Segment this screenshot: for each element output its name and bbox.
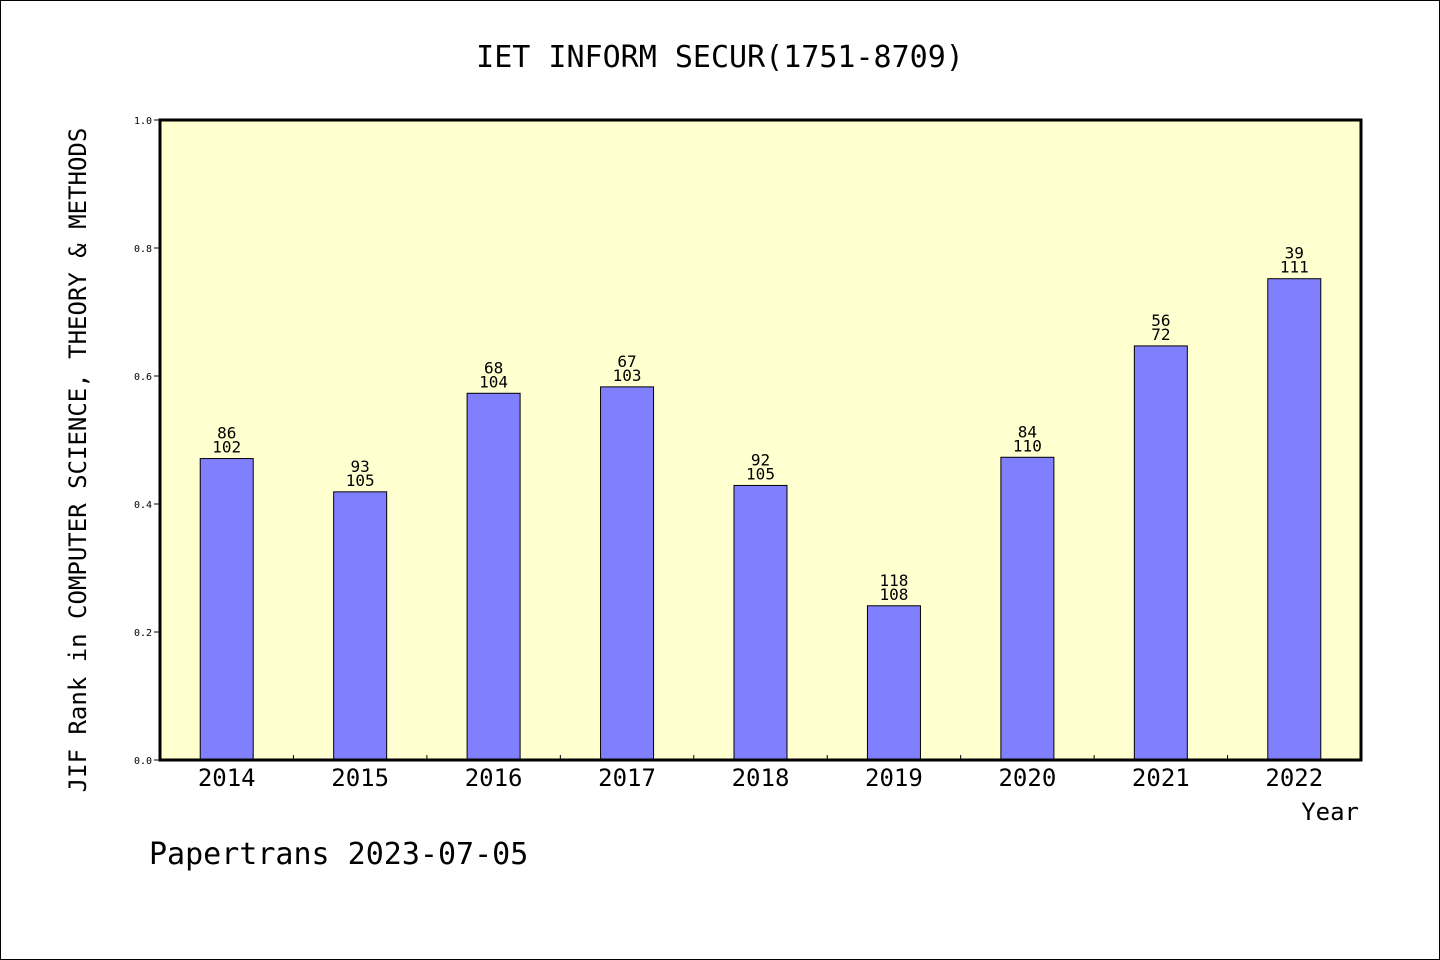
x-axis-label: Year xyxy=(1301,798,1359,826)
data-label-bottom-2020: 110 xyxy=(1013,436,1042,455)
bar-2015 xyxy=(333,491,388,761)
x-tick-label-2021: 2021 xyxy=(1132,764,1190,792)
data-label-top-2014: 86 xyxy=(217,424,236,443)
chart-title: IET INFORM SECUR(1751-8709) xyxy=(476,40,964,75)
data-label-bottom-2015: 105 xyxy=(346,471,375,490)
data-label-top-2022: 39 xyxy=(1285,244,1304,263)
bar-2020 xyxy=(1000,456,1055,761)
bar-2021 xyxy=(1133,345,1188,761)
y-tick-label-0.0: 0.0 xyxy=(134,756,152,767)
bar-2016 xyxy=(466,392,521,761)
y-tick-label-0.8: 0.8 xyxy=(134,244,152,255)
x-tick-label-2020: 2020 xyxy=(998,764,1056,792)
bar-2019 xyxy=(866,605,921,761)
bar-2017 xyxy=(600,386,655,761)
data-label-top-2021: 56 xyxy=(1151,311,1170,330)
x-tick-label-2017: 2017 xyxy=(598,764,656,792)
data-label-bottom-2019: 108 xyxy=(879,585,908,604)
x-tick-label-2018: 2018 xyxy=(732,764,790,792)
x-tick-label-2016: 2016 xyxy=(465,764,523,792)
plot-border xyxy=(158,118,1363,762)
bar-2018 xyxy=(733,484,788,761)
y-ticks-group: 0.0 0.2 0.4 0.6 0.8 1.0 xyxy=(134,116,160,767)
y-tick-label-1.0: 1.0 xyxy=(134,116,152,127)
y-tick-label-0.6: 0.6 xyxy=(134,372,152,383)
x-tick-label-2014: 2014 xyxy=(198,764,256,792)
y-axis-label: JIF Rank in COMPUTER SCIENCE, THEORY & M… xyxy=(64,128,92,793)
data-label-bottom-2022: 111 xyxy=(1280,258,1309,277)
y-tick-label-0.4: 0.4 xyxy=(134,500,152,511)
x-ticks-group: 2014 2015 2016 2017 2018 2019 2020 2021 2022 xyxy=(198,755,1323,792)
data-label-bottom-2018: 105 xyxy=(746,464,775,483)
x-tick-label-2015: 2015 xyxy=(331,764,389,792)
data-label-top-2017: 67 xyxy=(617,352,636,371)
data-label-top-2016: 68 xyxy=(484,358,503,377)
data-label-bottom-2021: 72 xyxy=(1151,325,1170,344)
data-label-bottom-2017: 103 xyxy=(613,366,642,385)
data-label-top-2019: 118 xyxy=(879,571,908,590)
bars-group: 8610293105681046710392105118108841105672… xyxy=(199,244,1322,761)
data-label-top-2018: 92 xyxy=(751,450,770,469)
data-label-bottom-2014: 102 xyxy=(212,438,241,457)
bar-2022 xyxy=(1267,278,1322,761)
data-label-top-2015: 93 xyxy=(351,457,370,476)
x-tick-label-2019: 2019 xyxy=(865,764,923,792)
y-tick-label-0.2: 0.2 xyxy=(134,628,152,639)
bar-2014 xyxy=(199,458,254,761)
data-label-top-2020: 84 xyxy=(1018,422,1037,441)
data-label-bottom-2016: 104 xyxy=(479,372,508,391)
x-tick-label-2022: 2022 xyxy=(1265,764,1323,792)
footer-text: Papertrans 2023-07-05 xyxy=(149,837,528,872)
